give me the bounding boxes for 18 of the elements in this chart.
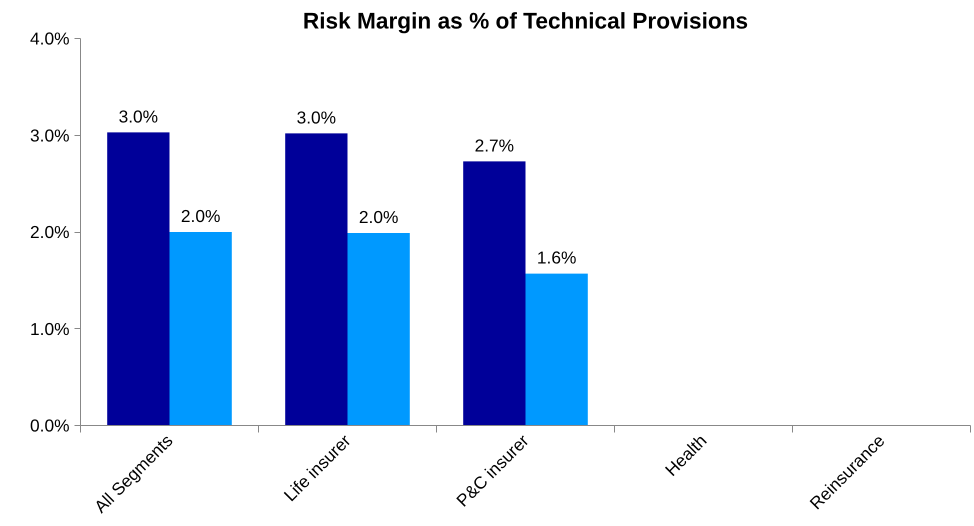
y-tick-label: 1.0% [30, 318, 70, 339]
data-label: 3.0% [118, 106, 158, 126]
bar [348, 232, 410, 426]
chart-title: Risk Margin as % of Technical Provisions [302, 8, 748, 34]
data-label: 2.0% [180, 206, 220, 226]
y-tick-label: 4.0% [30, 28, 70, 48]
data-label: 2.7% [474, 135, 514, 156]
data-label: 3.0% [296, 107, 336, 128]
bar [170, 232, 232, 426]
bar [463, 161, 526, 426]
data-label: 2.0% [358, 206, 398, 227]
bar [107, 132, 170, 426]
bar [285, 133, 348, 426]
y-tick-label: 0.0% [30, 416, 70, 436]
y-tick-label: 3.0% [30, 125, 70, 146]
bar [526, 274, 588, 426]
y-tick-label: 2.0% [30, 222, 70, 242]
data-label: 1.6% [536, 248, 576, 268]
